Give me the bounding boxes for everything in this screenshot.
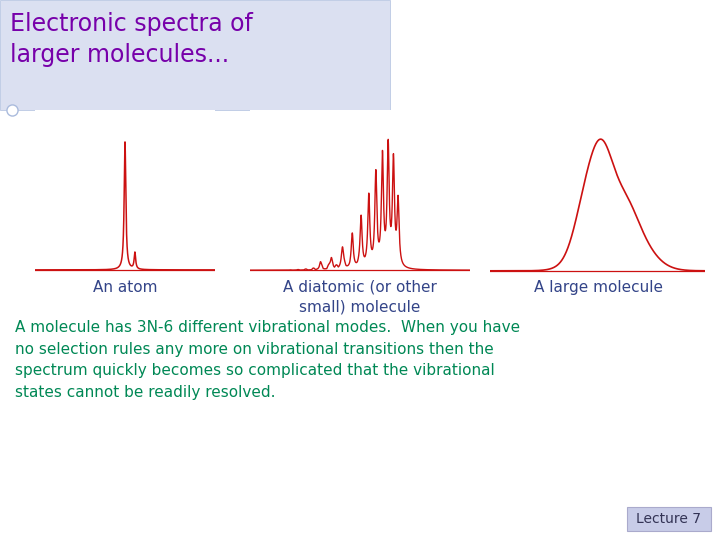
Text: A molecule has 3N-6 different vibrational modes.  When you have
no selection rul: A molecule has 3N-6 different vibrationa… bbox=[15, 320, 520, 400]
Text: Lecture 7: Lecture 7 bbox=[636, 512, 701, 526]
Text: Electronic spectra of
larger molecules...: Electronic spectra of larger molecules..… bbox=[10, 12, 253, 66]
Text: A diatomic (or other
small) molecule: A diatomic (or other small) molecule bbox=[283, 280, 437, 315]
Text: An atom: An atom bbox=[93, 280, 157, 295]
FancyBboxPatch shape bbox=[0, 0, 390, 110]
Text: A large molecule: A large molecule bbox=[534, 280, 662, 295]
FancyBboxPatch shape bbox=[627, 507, 711, 531]
